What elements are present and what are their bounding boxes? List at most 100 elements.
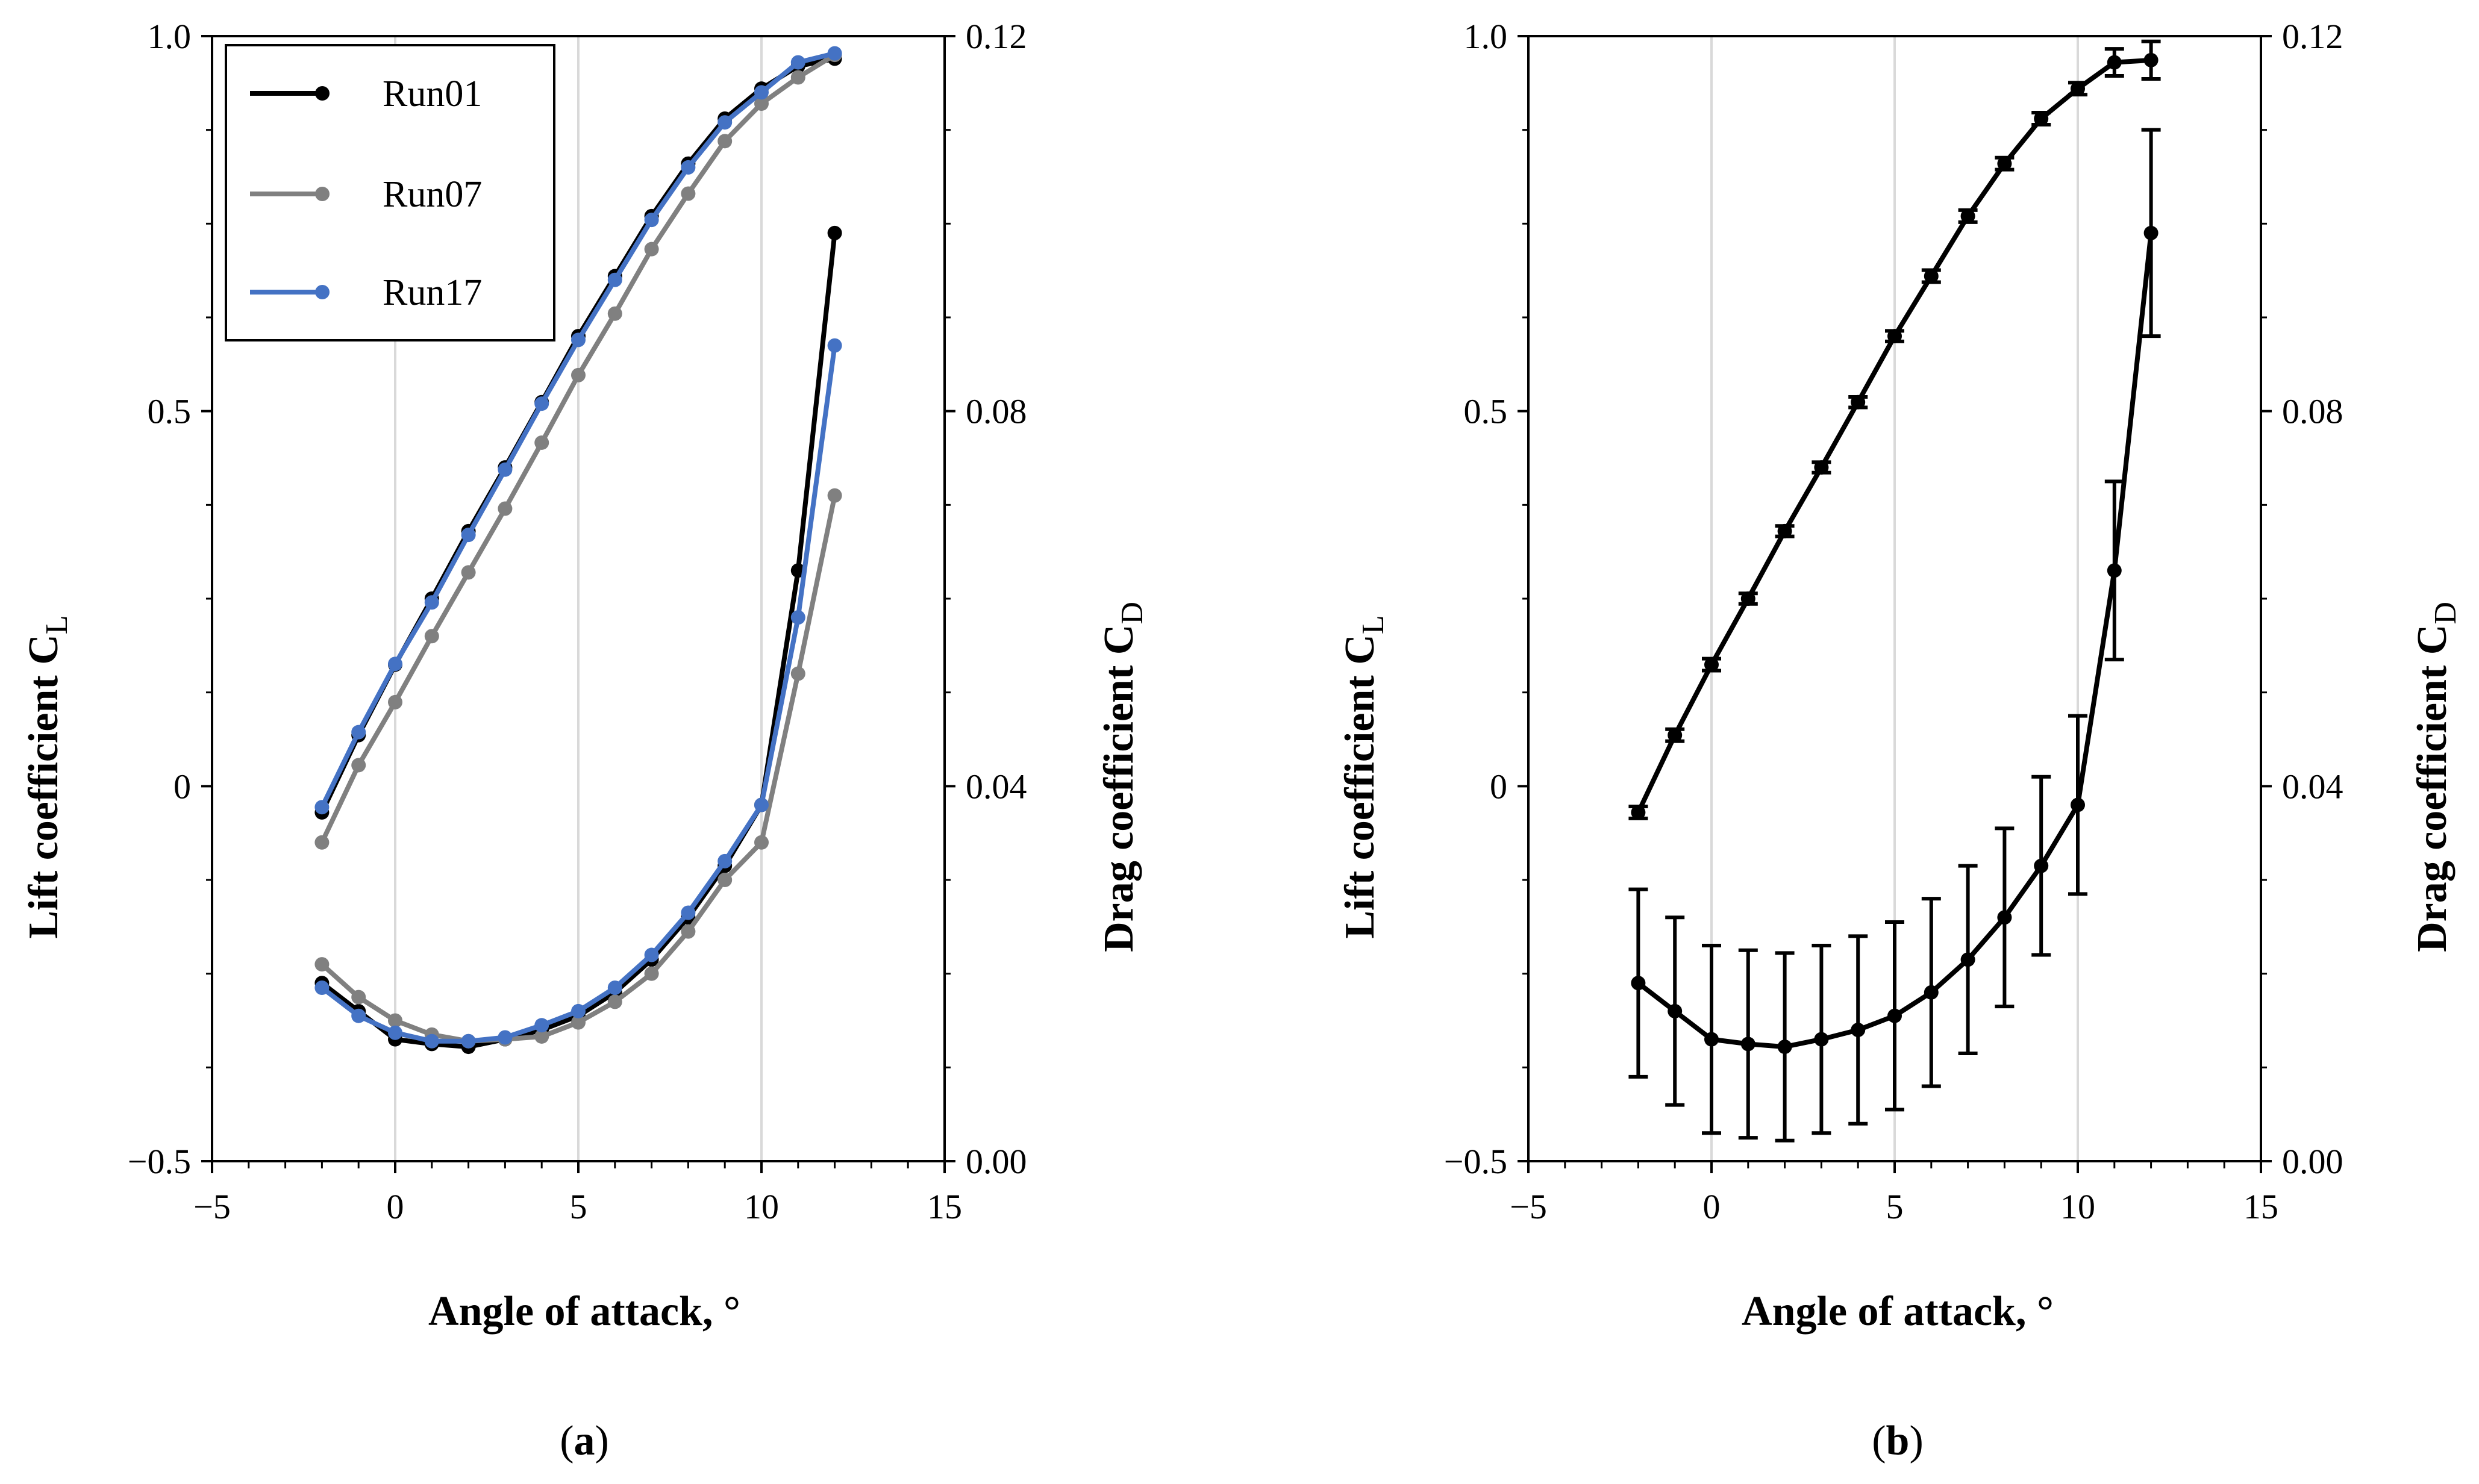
data-point	[681, 905, 696, 920]
x-tick-label: 0	[387, 1187, 404, 1226]
x-tick-label: 15	[927, 1187, 962, 1226]
data-point	[1997, 910, 2012, 925]
legend-label-run01: Run01	[383, 73, 482, 114]
y-right-tick-label: 0.08	[966, 392, 1027, 431]
data-point	[351, 725, 366, 740]
data-point	[1668, 728, 1683, 743]
data-point	[644, 947, 659, 962]
data-point	[644, 242, 659, 257]
data-point	[2034, 111, 2049, 126]
data-point	[498, 501, 513, 516]
data-point	[681, 924, 696, 939]
y-left-tick-label: 0	[1490, 767, 1507, 806]
data-point	[424, 629, 439, 644]
data-point	[1960, 952, 1975, 967]
y-right-tick-label: 0.04	[966, 767, 1027, 806]
data-point	[827, 46, 842, 61]
panel-b-left-axis-subscript: L	[1356, 615, 1390, 634]
data-point	[1814, 460, 1829, 475]
y-right-tick-label: 0.12	[966, 17, 1027, 56]
data-point	[534, 1018, 549, 1033]
legend-label-run17: Run17	[383, 272, 482, 313]
data-point	[607, 272, 622, 287]
data-point	[717, 115, 733, 130]
panel-a-label: (a)	[560, 1418, 609, 1464]
data-point	[1960, 208, 1975, 223]
data-point	[681, 160, 696, 175]
panel-b-chart: −5 0 5 10 15 −0.5 0 0.5 1.0 0.00 0.04 0.08 0.12 Angl…	[1337, 17, 2463, 1464]
data-point	[754, 96, 769, 111]
data-point	[1704, 657, 1719, 672]
data-point	[498, 1030, 513, 1045]
data-point	[717, 853, 733, 868]
data-point	[790, 55, 805, 70]
data-point	[534, 1029, 549, 1044]
data-point	[607, 980, 622, 996]
x-tick-label: −5	[1510, 1187, 1547, 1226]
data-point	[1631, 805, 1646, 820]
data-point	[571, 367, 586, 382]
y-left-tick-label: 0.5	[1464, 392, 1508, 431]
data-point	[351, 758, 366, 773]
data-point	[607, 994, 622, 1009]
data-point	[2107, 563, 2122, 578]
data-point	[754, 85, 769, 100]
y-left-tick-label: −0.5	[128, 1142, 191, 1181]
data-point	[1668, 1003, 1683, 1018]
panel-a-series	[314, 46, 842, 1055]
data-point	[314, 980, 330, 996]
data-point	[2071, 797, 2085, 812]
data-point	[534, 435, 549, 450]
data-point	[571, 1003, 586, 1018]
y-left-tick-label: 1.0	[1464, 17, 1508, 56]
data-point	[461, 528, 476, 543]
data-point	[2143, 52, 2159, 67]
data-point	[314, 957, 330, 972]
panel-b-left-axis-title: Lift coefficient CL	[1337, 615, 1390, 938]
data-point	[644, 213, 659, 228]
series-run17-left	[314, 46, 842, 815]
panel-a-ticks: −5 0 5 10 15 −0.5 0 0.5 1.0 0.00 0.04 0.08 0.12	[128, 17, 1027, 1226]
x-tick-label: 5	[1886, 1187, 1904, 1226]
y-left-tick-label: −0.5	[1444, 1142, 1507, 1181]
data-point	[1887, 329, 1902, 344]
panel-a-right-axis-subscript: D	[1115, 602, 1149, 625]
series-drag-mean-right	[1628, 128, 2161, 1143]
y-right-tick-label: 0.00	[966, 1142, 1027, 1181]
data-point	[388, 1013, 402, 1028]
panel-b-ticks: −5 0 5 10 15 −0.5 0 0.5 1.0 0.00 0.04 0.08 0.12	[1444, 17, 2343, 1226]
data-point	[1631, 976, 1646, 991]
data-point	[1997, 156, 2012, 171]
panel-a-left-axis-subscript: L	[40, 615, 74, 634]
x-tick-label: 0	[1703, 1187, 1721, 1226]
data-point	[1887, 1008, 1902, 1023]
data-point	[1704, 1032, 1719, 1047]
data-point	[790, 70, 805, 85]
y-right-tick-label: 0.12	[2282, 17, 2343, 56]
y-left-tick-label: 1.0	[148, 17, 192, 56]
data-point	[314, 800, 330, 815]
y-right-tick-label: 0.00	[2282, 1142, 2343, 1181]
data-point	[607, 306, 622, 321]
data-point	[644, 966, 659, 981]
data-point	[424, 1034, 439, 1049]
panel-b-right-axis-subscript: D	[2428, 602, 2463, 625]
data-point	[1851, 1023, 1866, 1038]
data-point	[1740, 1037, 1755, 1052]
data-point	[498, 462, 513, 477]
data-point	[1814, 1032, 1829, 1047]
data-point	[790, 666, 805, 681]
data-point	[1777, 523, 1792, 538]
panel-a-x-axis-title: Angle of attack, °	[428, 1288, 740, 1335]
data-point	[314, 835, 330, 850]
panel-a-legend: Run01 Run07 Run17	[225, 44, 555, 341]
y-left-tick-label: 0	[173, 767, 191, 806]
data-point	[717, 873, 733, 887]
panel-b-right-axis-title: Drag coefficient CD	[2409, 602, 2463, 952]
data-point	[827, 225, 842, 240]
data-point	[1777, 1040, 1792, 1055]
series-lift-mean-left	[1628, 39, 2161, 820]
data-point	[388, 656, 402, 672]
y-right-tick-label: 0.08	[2282, 392, 2343, 431]
data-point	[388, 1025, 402, 1040]
